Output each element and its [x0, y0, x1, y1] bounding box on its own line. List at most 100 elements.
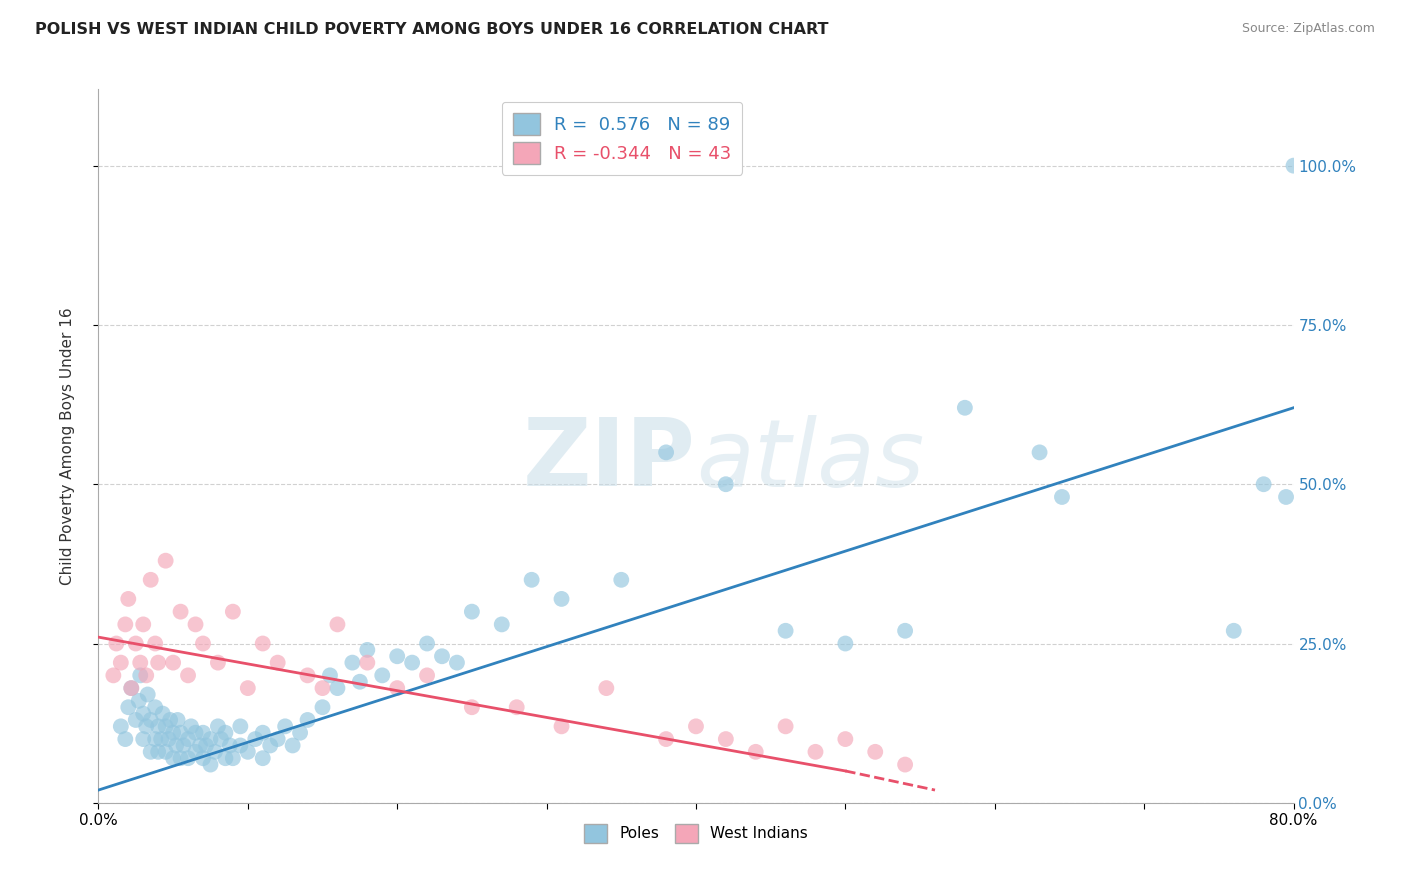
Y-axis label: Child Poverty Among Boys Under 16: Child Poverty Among Boys Under 16 — [60, 307, 75, 585]
Point — [177, 732, 200, 747]
Point — [132, 617, 155, 632]
Point — [953, 401, 976, 415]
Point — [117, 700, 139, 714]
Point — [297, 668, 319, 682]
Point — [184, 725, 207, 739]
Point — [191, 636, 214, 650]
Point — [110, 656, 132, 670]
Point — [865, 745, 887, 759]
Point — [222, 751, 245, 765]
Point — [114, 732, 136, 747]
Point — [191, 751, 214, 765]
Point — [595, 681, 617, 695]
Point — [207, 719, 229, 733]
Point — [222, 605, 245, 619]
Point — [281, 739, 304, 753]
Point — [894, 624, 917, 638]
Point — [259, 739, 281, 753]
Point — [834, 732, 856, 747]
Point — [252, 751, 274, 765]
Point — [342, 656, 364, 670]
Point — [550, 591, 572, 606]
Point — [416, 636, 439, 650]
Point — [371, 668, 394, 682]
Point — [155, 719, 177, 733]
Point — [894, 757, 917, 772]
Point — [204, 745, 226, 759]
Point — [775, 624, 797, 638]
Point — [162, 656, 184, 670]
Point — [430, 649, 453, 664]
Point — [139, 713, 162, 727]
Point — [136, 688, 159, 702]
Point — [775, 719, 797, 733]
Point — [129, 656, 152, 670]
Point — [267, 656, 290, 670]
Point — [714, 477, 737, 491]
Point — [610, 573, 633, 587]
Point — [155, 745, 177, 759]
Point — [214, 751, 236, 765]
Point — [685, 719, 707, 733]
Point — [177, 668, 200, 682]
Point — [139, 573, 162, 587]
Text: ZIP: ZIP — [523, 414, 696, 507]
Point — [169, 751, 191, 765]
Point — [461, 605, 484, 619]
Text: POLISH VS WEST INDIAN CHILD POVERTY AMONG BOYS UNDER 16 CORRELATION CHART: POLISH VS WEST INDIAN CHILD POVERTY AMON… — [35, 22, 828, 37]
Point — [804, 745, 827, 759]
Point — [159, 713, 181, 727]
Point — [103, 668, 125, 682]
Point — [506, 700, 529, 714]
Legend: Poles, West Indians: Poles, West Indians — [578, 818, 814, 848]
Point — [745, 745, 768, 759]
Point — [655, 445, 678, 459]
Point — [148, 719, 170, 733]
Point — [148, 656, 170, 670]
Point — [143, 732, 166, 747]
Point — [209, 732, 232, 747]
Point — [267, 732, 290, 747]
Point — [169, 605, 191, 619]
Point — [229, 739, 252, 753]
Point — [229, 719, 252, 733]
Point — [236, 745, 259, 759]
Point — [152, 706, 174, 721]
Point — [311, 700, 333, 714]
Text: atlas: atlas — [696, 415, 924, 506]
Point — [1282, 159, 1305, 173]
Point — [180, 719, 202, 733]
Point — [520, 573, 543, 587]
Point — [143, 700, 166, 714]
Point — [128, 694, 150, 708]
Point — [1223, 624, 1246, 638]
Point — [132, 706, 155, 721]
Point — [125, 636, 148, 650]
Point — [184, 745, 207, 759]
Point — [491, 617, 513, 632]
Point — [148, 745, 170, 759]
Point — [326, 617, 349, 632]
Point — [191, 725, 214, 739]
Point — [139, 745, 162, 759]
Point — [188, 739, 211, 753]
Point — [655, 732, 678, 747]
Point — [714, 732, 737, 747]
Point — [132, 732, 155, 747]
Point — [356, 656, 378, 670]
Point — [150, 732, 173, 747]
Point — [105, 636, 128, 650]
Point — [311, 681, 333, 695]
Point — [110, 719, 132, 733]
Point — [135, 719, 157, 733]
Point — [446, 656, 468, 670]
Point — [129, 668, 152, 682]
Point — [834, 636, 856, 650]
Point — [550, 719, 572, 733]
Point — [349, 674, 371, 689]
Point — [120, 681, 142, 695]
Point — [461, 700, 484, 714]
Point — [319, 668, 342, 682]
Point — [169, 725, 191, 739]
Point — [165, 739, 187, 753]
